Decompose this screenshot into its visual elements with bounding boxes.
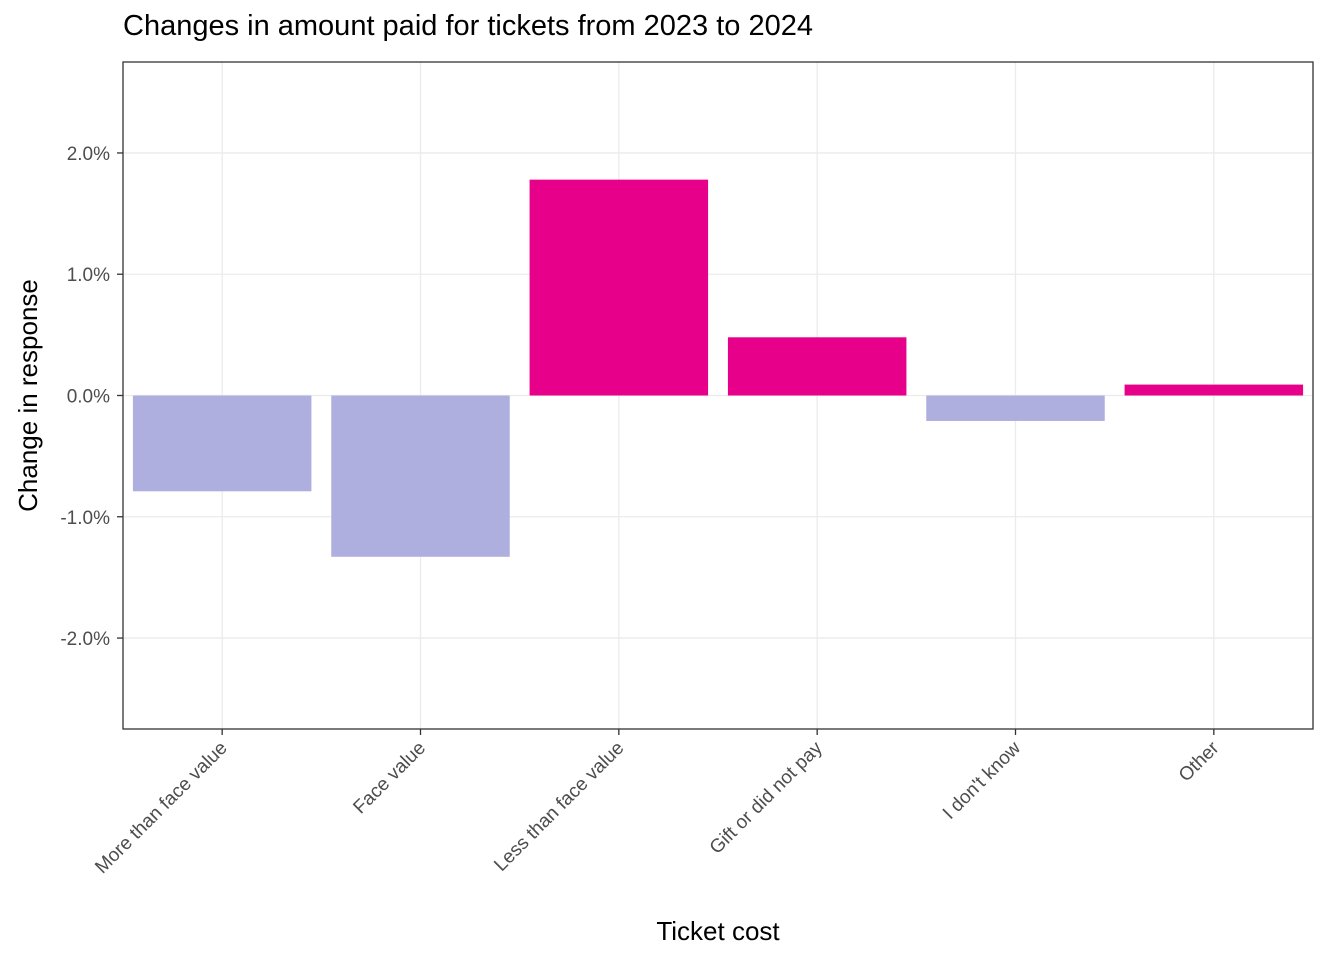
y-axis-title: Change in response [13,279,43,512]
x-tick-label: Less than face value [490,738,628,876]
bar [331,395,510,557]
y-tick-label: 1.0% [67,265,110,286]
x-tick-label: Face value [349,738,430,819]
x-tick-label: Other [1175,737,1224,786]
y-tick-label: 0.0% [67,387,110,408]
bar [529,179,709,396]
bar [132,395,312,492]
y-tick-label: -2.0% [60,629,110,650]
bar [727,337,907,396]
x-tick-label: Gift or did not pay [706,737,827,858]
x-axis-ticks: More than face value Face value Less than … [91,729,1224,878]
y-tick-label: 2.0% [67,144,110,165]
y-tick-label: -1.0% [60,508,110,529]
bars [132,179,1304,557]
bar [926,395,1105,421]
x-tick-label: More than face value [91,738,231,878]
x-tick-label: I don't know [939,737,1025,823]
y-axis-ticks: -2.0% -1.0% 0.0% 1.0% 2.0% [60,144,123,650]
chart-title: Changes in amount paid for tickets from … [123,10,813,42]
bar [1124,384,1304,396]
x-axis-title: Ticket cost [656,916,780,946]
